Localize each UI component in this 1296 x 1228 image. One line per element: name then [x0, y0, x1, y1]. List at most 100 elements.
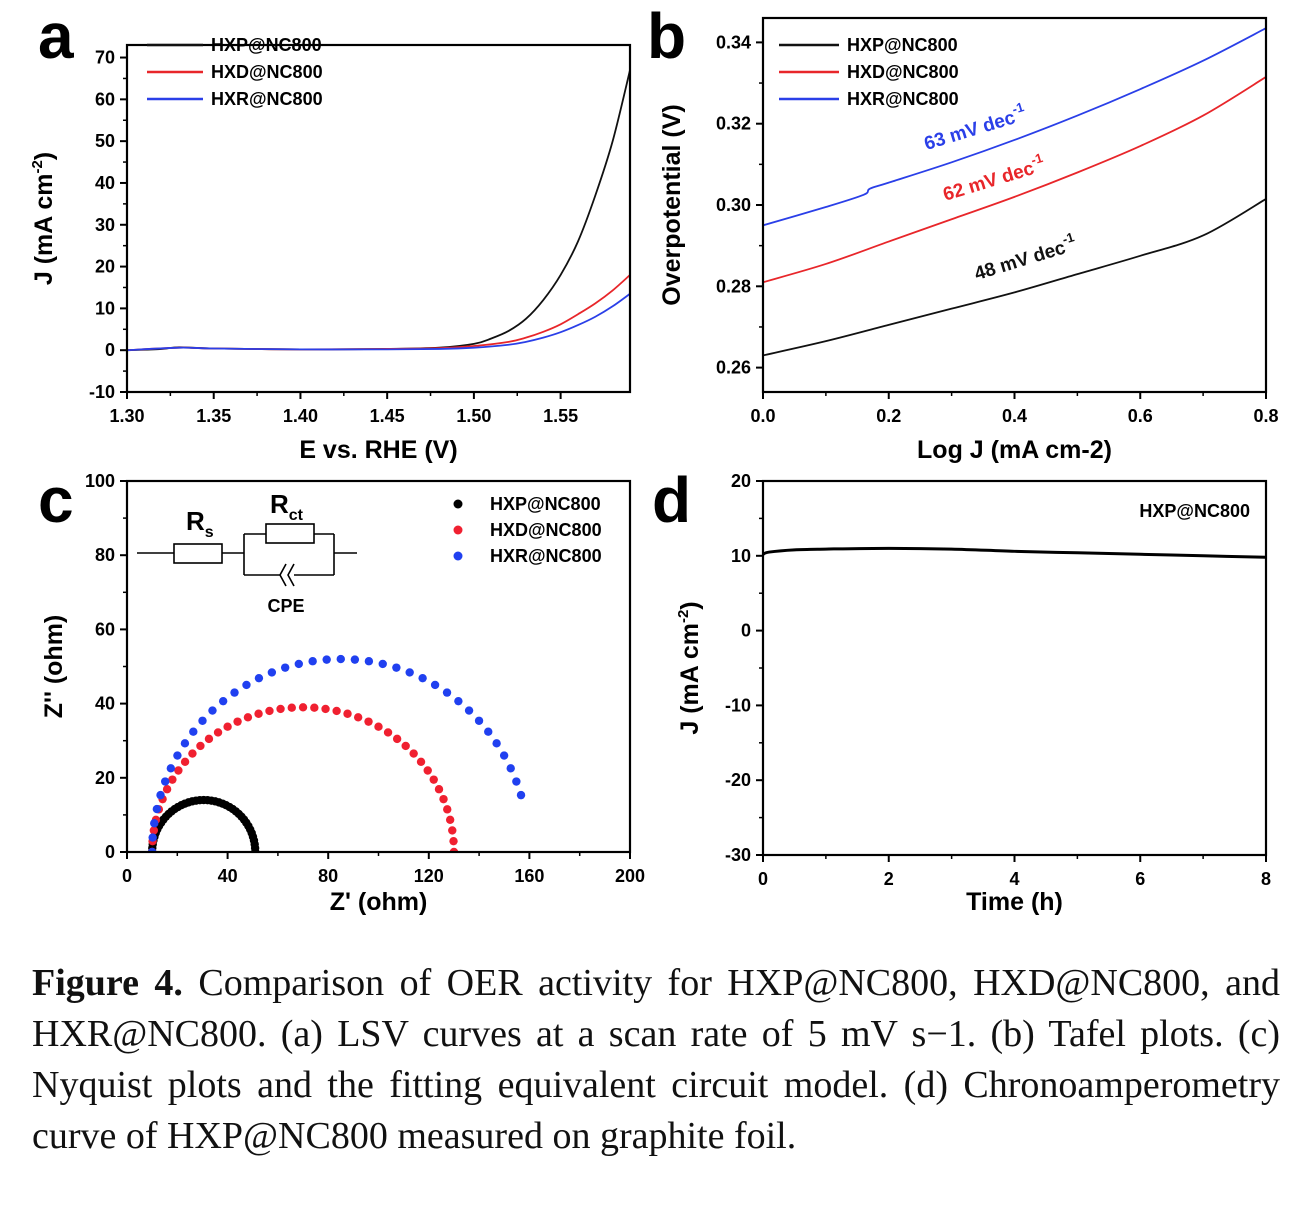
data-point	[204, 734, 214, 744]
data-point	[443, 805, 452, 814]
data-point	[430, 680, 440, 690]
x-tick-label: 1.40	[283, 406, 318, 426]
panel-c: c 0 40 80 120 160 200 0 20 40 60 80 100 Z' (ohm) Z'' (…	[38, 464, 645, 916]
data-point	[243, 713, 253, 722]
panel-a: a 1.30 1.35 1.40 1.45 1.50 1.55 -10 0 10 20 30 40 50 6…	[29, 0, 632, 464]
data-point	[166, 764, 176, 773]
data-point	[322, 655, 331, 664]
data-point	[265, 706, 274, 716]
legend-marker	[453, 499, 463, 509]
data-point	[213, 728, 223, 737]
data-point	[276, 704, 285, 714]
equivalent-circuit-diagram: Rs Rct CPE	[137, 489, 357, 616]
data-point	[343, 709, 352, 718]
y-tick-label: 60	[95, 619, 115, 639]
y-tick-label: -30	[725, 845, 751, 865]
legend-label: HXP@NC800	[847, 35, 958, 55]
panel-d-y-axis-label: J (mA cm-2)	[675, 601, 704, 734]
panel-a-letter: a	[38, 0, 74, 72]
figure-4: a1.30 1.35 1.40 1.45 1.50 1.55-10010203040506…	[29, 0, 1279, 916]
legend-label: HXP@NC800	[211, 35, 322, 55]
data-point	[383, 728, 393, 737]
data-point	[267, 668, 277, 677]
data-point	[442, 688, 452, 697]
x-tick-label: 8	[1261, 869, 1271, 889]
tafel-slope-annotation: 48 mV dec-1	[971, 229, 1080, 285]
data-point	[149, 826, 159, 835]
data-point	[168, 775, 177, 784]
panel-b: b 0.0 0.2 0.4 0.6 0.8 0.26 0.28 0.30 0.32 0.34 Log …	[647, 0, 1279, 464]
data-point	[254, 709, 263, 718]
y-tick-label: 30	[95, 215, 115, 235]
data-point	[499, 751, 509, 760]
data-point	[416, 757, 426, 766]
x-tick-label: 2	[884, 869, 894, 889]
y-tick-label: 0.34	[716, 32, 751, 52]
data-point	[350, 655, 360, 664]
y-tick-label: 0.32	[716, 114, 751, 134]
data-point	[378, 659, 387, 669]
y-tick-label: -10	[725, 695, 751, 715]
y-tick-label: 50	[95, 131, 115, 151]
legend-marker	[453, 551, 463, 561]
x-tick-label: 200	[615, 866, 645, 886]
data-point	[150, 819, 159, 828]
data-point	[464, 706, 474, 715]
data-point	[454, 696, 463, 706]
x-tick-label: 0	[758, 869, 768, 889]
data-point	[392, 663, 401, 672]
data-point	[418, 673, 427, 683]
x-tick-label: 0	[122, 866, 132, 886]
panel-b-plot-area	[763, 27, 1266, 357]
data-point	[364, 657, 374, 666]
y-tick-label: 100	[85, 471, 115, 491]
x-tick-label: 1.45	[370, 406, 405, 426]
data-point	[162, 785, 172, 794]
legend-label: HXR@NC800	[211, 89, 323, 109]
panel-c-y-axis-label: Z'' (ohm)	[40, 615, 68, 719]
data-point	[208, 706, 217, 715]
x-tick-label: 0.2	[876, 406, 901, 426]
y-tick-label: 0.30	[716, 195, 751, 215]
y-tick-label: 0.28	[716, 276, 751, 296]
data-point	[218, 696, 228, 706]
data-point	[174, 766, 183, 775]
panel-b-letter: b	[647, 0, 686, 72]
x-tick-label: 4	[1009, 869, 1019, 889]
data-point	[423, 766, 432, 775]
series-line-hxp-nc800	[763, 198, 1266, 357]
x-tick-label: 6	[1135, 869, 1145, 889]
panel-b-y-axis-label: Overpotential (V)	[658, 104, 686, 305]
series-line-hxp-nc800	[763, 546, 1266, 559]
y-tick-label: 40	[95, 694, 115, 714]
data-point	[506, 764, 515, 773]
legend-label: HXD@NC800	[490, 520, 602, 540]
y-tick-label: -10	[89, 382, 115, 402]
data-point	[516, 790, 526, 800]
tafel-slope-annotation: 62 mV dec-1	[939, 150, 1048, 206]
data-point	[439, 794, 448, 804]
data-point	[294, 659, 304, 669]
data-point	[401, 741, 410, 751]
panel-a-y-axis-label: J (mA cm-2)	[29, 152, 58, 285]
panel-d-frame	[761, 479, 1268, 857]
legend-label: HXP@NC800	[490, 494, 601, 514]
x-tick-label: 0.4	[1002, 406, 1027, 426]
data-point	[321, 704, 330, 714]
panel-c-plot-area	[147, 654, 526, 852]
data-point	[392, 734, 402, 744]
panel-c-frame	[125, 479, 632, 854]
data-point	[512, 777, 521, 786]
data-point	[254, 673, 264, 683]
cpe-label: CPE	[267, 596, 304, 616]
figure-caption: Figure 4. Comparison of OER activity for…	[32, 958, 1280, 1162]
x-tick-label: 1.55	[543, 406, 578, 426]
panel-c-letter: c	[38, 464, 74, 536]
data-point	[448, 826, 457, 835]
data-point	[242, 680, 251, 690]
data-point	[223, 722, 232, 731]
data-point	[298, 703, 308, 712]
data-point	[308, 657, 317, 666]
legend-label: HXR@NC800	[490, 546, 602, 566]
data-point	[474, 716, 484, 725]
